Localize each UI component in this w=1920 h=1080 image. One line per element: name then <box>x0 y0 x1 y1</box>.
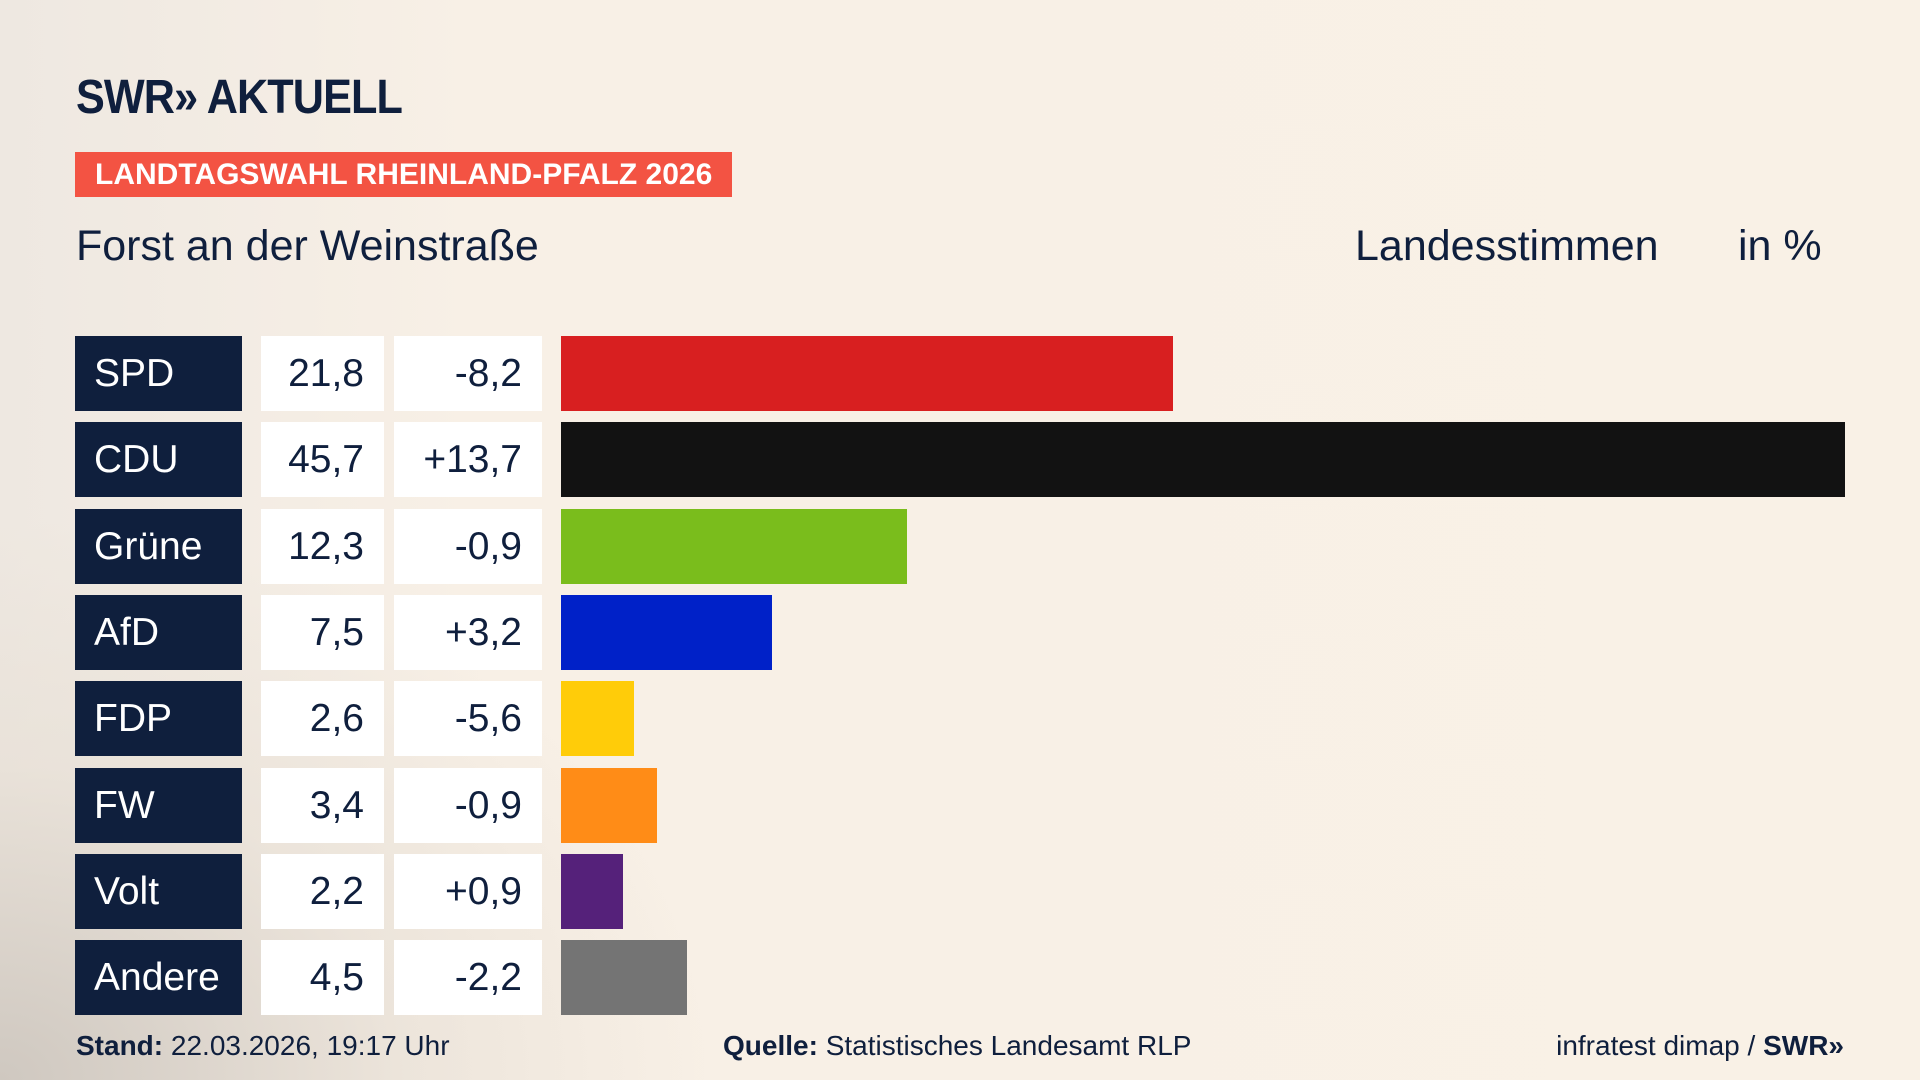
swr-logo-small: SWR» <box>1763 1030 1844 1061</box>
swr-aktuell-logo: SWR» AKTUELL <box>76 71 403 124</box>
value-label: 21,8 <box>261 336 384 411</box>
source-value: Statistisches Landesamt RLP <box>825 1030 1192 1061</box>
source: Quelle: Statistisches Landesamt RLP <box>723 1030 1191 1062</box>
diff-label: -5,6 <box>394 681 542 757</box>
party-label: Grüne <box>75 508 242 584</box>
value-label: 45,7 <box>261 422 384 498</box>
source-label: Quelle: <box>723 1030 818 1061</box>
diff-label: +3,2 <box>394 594 542 670</box>
party-label: Volt <box>75 853 242 929</box>
diff-label: -8,2 <box>394 336 542 411</box>
value-label: 2,6 <box>261 681 384 757</box>
value-label: 4,5 <box>261 940 384 1016</box>
bar-cdu <box>561 422 1845 498</box>
diff-label: +13,7 <box>394 422 542 498</box>
party-label: SPD <box>75 336 242 411</box>
party-label: FW <box>75 767 242 843</box>
value-label: 12,3 <box>261 508 384 584</box>
bar-fw <box>561 767 657 843</box>
diff-label: -2,2 <box>394 940 542 1016</box>
credit: infratest dimap / SWR» <box>1556 1030 1844 1062</box>
location-title: Forst an der Weinstraße <box>76 222 539 270</box>
stand-value: 22.03.2026, 19:17 Uhr <box>170 1030 450 1061</box>
diff-label: -0,9 <box>394 508 542 584</box>
unit-label: in % <box>1738 222 1822 270</box>
party-label: Andere <box>75 940 242 1016</box>
value-label: 3,4 <box>261 767 384 843</box>
timestamp: Stand: 22.03.2026, 19:17 Uhr <box>76 1030 450 1062</box>
credit-text: infratest dimap / <box>1556 1030 1764 1061</box>
bar-fdp <box>561 681 635 757</box>
party-label: AfD <box>75 594 242 670</box>
value-label: 7,5 <box>261 594 384 670</box>
bar-volt <box>561 853 623 929</box>
bar-grüne <box>561 508 907 584</box>
stand-label: Stand: <box>76 1030 164 1061</box>
party-label: CDU <box>75 422 242 498</box>
bar-afd <box>561 594 772 670</box>
value-label: 2,2 <box>261 853 384 929</box>
diff-label: -0,9 <box>394 767 542 843</box>
bar-spd <box>561 336 1174 411</box>
party-label: FDP <box>75 681 242 757</box>
election-banner: LANDTAGSWAHL RHEINLAND-PFALZ 2026 <box>75 152 733 197</box>
measure-label: Landesstimmen <box>1355 222 1659 270</box>
bar-andere <box>561 940 688 1016</box>
diff-label: +0,9 <box>394 853 542 929</box>
